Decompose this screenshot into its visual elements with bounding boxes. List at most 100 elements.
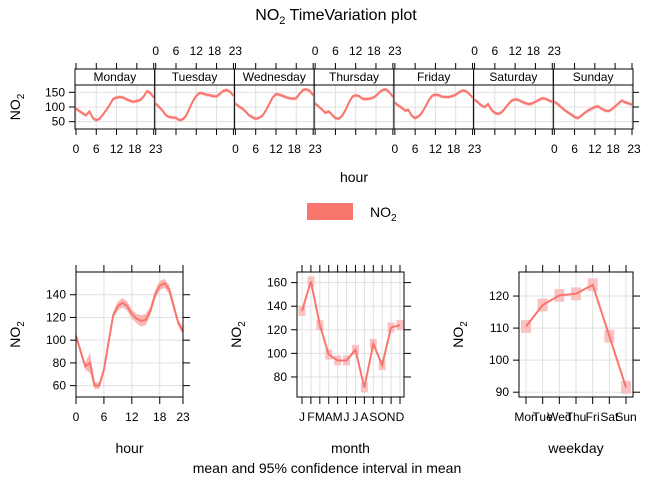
strip-label: Monday <box>94 70 137 84</box>
x-tick-label: 18 <box>128 142 142 156</box>
ci-band <box>315 87 393 121</box>
chart-title: NO2 TimeVariation plot <box>255 7 417 27</box>
y-tick-label: 150 <box>45 85 65 99</box>
plot-frame <box>296 271 405 398</box>
x-tick-label: 6 <box>571 142 578 156</box>
x-tick-label: 0 <box>73 142 80 156</box>
y-tick-label: 60 <box>53 379 67 393</box>
series-line <box>473 97 553 116</box>
x-axis-label: weekday <box>547 440 603 456</box>
x-tick-label: 6 <box>332 44 339 58</box>
x-tick-label: 12 <box>110 142 124 156</box>
x-tick-label: 0 <box>551 142 558 156</box>
weekday-panel-friday: Friday 0 6 12 18 23 <box>392 63 482 156</box>
x-tick-label: 12 <box>508 44 522 58</box>
weekday-panel-monday: Monday 0 6 12 18 23 <box>73 63 163 156</box>
x-tick-label: 18 <box>606 142 620 156</box>
y-axis-label: NO2 <box>228 321 248 348</box>
x-tick-label: 23 <box>627 142 641 156</box>
x-tick-label: 23 <box>308 142 322 156</box>
x-tick-label: S <box>369 410 377 424</box>
x-tick-label: M <box>333 410 343 424</box>
x-tick-label: 23 <box>229 44 243 58</box>
x-tick-label: Sun <box>615 410 636 424</box>
x-tick-label: Sat <box>600 410 619 424</box>
series-line <box>553 99 633 120</box>
x-tick-label: 12 <box>269 142 283 156</box>
x-tick-label: 23 <box>149 142 163 156</box>
y-axis-label: NO2 <box>7 321 27 348</box>
x-tick-label: 12 <box>190 44 204 58</box>
legend-swatch <box>307 203 353 220</box>
strip-label: Tuesday <box>172 70 218 84</box>
x-tick-label: 6 <box>252 142 259 156</box>
y-tick-label: 110 <box>490 321 509 335</box>
x-axis-label: hour <box>115 440 143 456</box>
x-tick-label: J <box>299 410 305 424</box>
x-tick-label: 12 <box>588 142 602 156</box>
y-axis-label: NO2 <box>450 321 470 348</box>
x-tick-label: 23 <box>388 44 402 58</box>
x-tick-label: 6 <box>492 44 499 58</box>
series-line <box>75 89 155 122</box>
x-tick-label: Wed <box>547 410 571 424</box>
y-tick-label: 120 <box>267 323 287 337</box>
series-line <box>525 283 627 388</box>
y-tick-label: 100 <box>46 333 66 347</box>
series-line <box>301 281 401 388</box>
x-tick-label: N <box>387 410 396 424</box>
x-tick-label: J <box>344 410 350 424</box>
x-tick-label: Fri <box>586 410 600 424</box>
series-line <box>314 88 394 120</box>
x-tick-label: 0 <box>152 44 159 58</box>
y-tick-label: 80 <box>53 356 67 370</box>
x-axis-label: hour <box>340 169 368 185</box>
x-tick-label: 18 <box>208 44 222 58</box>
ci-band <box>554 98 632 120</box>
y-tick-label: 100 <box>489 353 509 367</box>
x-tick-label: A <box>325 410 333 424</box>
ci-band <box>235 87 314 121</box>
weekday-panel-sunday: Sunday 0 6 12 18 23 <box>551 63 641 156</box>
x-tick-label: 18 <box>527 44 541 58</box>
x-axis-label: month <box>331 440 370 456</box>
strip-label: Thursday <box>329 70 379 84</box>
x-tick-label: M <box>315 410 325 424</box>
ci-band <box>394 88 473 120</box>
x-tick-label: 0 <box>392 142 399 156</box>
x-tick-label: 23 <box>468 142 482 156</box>
y-tick-label: 120 <box>489 289 509 303</box>
series-line <box>154 88 235 122</box>
hour-panel-group: 0 6 12 18 23 60 80 100 120 140 NO2 hour <box>7 265 190 456</box>
legend-label: NO2 <box>370 204 397 224</box>
weekday-panel-thursday: Thursday 0 6 12 18 23 <box>312 44 402 135</box>
x-tick-label: D <box>396 410 405 424</box>
legend: NO2 <box>307 203 397 224</box>
y-tick-label: 80 <box>274 370 288 384</box>
x-tick-label: 6 <box>101 410 108 424</box>
weekday-panel-wednesday: Wednesday 0 6 12 18 23 <box>232 63 322 156</box>
x-tick-label: 6 <box>173 44 180 58</box>
strip-label: Friday <box>417 70 450 84</box>
x-tick-label: A <box>360 410 368 424</box>
plot-frame <box>75 271 184 398</box>
series-line <box>75 282 184 387</box>
x-tick-label: 0 <box>73 410 80 424</box>
y-tick-label: 140 <box>46 288 66 302</box>
x-tick-label: 23 <box>548 44 562 58</box>
y-tick-label: 90 <box>496 385 510 399</box>
ci-band <box>76 89 154 122</box>
strip-label: Sunday <box>573 70 614 84</box>
y-tick-label: 50 <box>52 115 66 129</box>
y-tick-label: 160 <box>267 276 287 290</box>
x-tick-label: O <box>378 410 387 424</box>
x-tick-label: 12 <box>429 142 443 156</box>
ci-box <box>621 380 631 394</box>
x-tick-label: 0 <box>232 142 239 156</box>
y-axis-label: NO2 <box>7 93 27 120</box>
x-tick-label: Tue <box>533 410 554 424</box>
series-line <box>234 88 314 120</box>
